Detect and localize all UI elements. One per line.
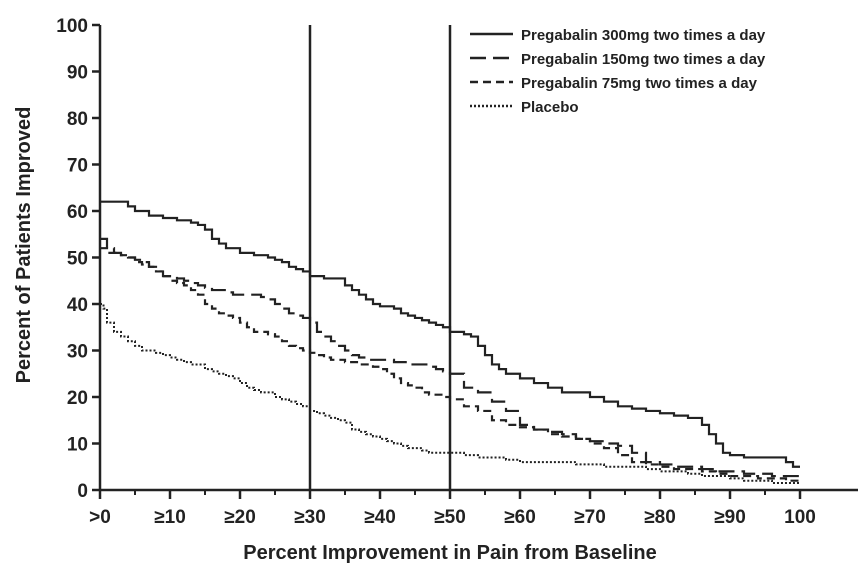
series-line-1 xyxy=(100,200,800,468)
x-tick-label: ≥70 xyxy=(574,507,606,528)
x-tick-label: ≥10 xyxy=(154,507,186,528)
y-axis-title: Percent of Patients Improved xyxy=(13,107,35,384)
reference-lines xyxy=(308,25,452,490)
x-tick-label: ≥90 xyxy=(714,507,746,528)
legend-label: Pregabalin 75mg two times a day xyxy=(521,75,758,92)
y-tick-label: 30 xyxy=(67,342,88,363)
x-tick-label: 100 xyxy=(784,507,816,528)
y-tick-label: 80 xyxy=(67,109,88,130)
legend-label: Pregabalin 300mg two times a day xyxy=(521,27,766,44)
x-axis-title: Percent Improvement in Pain from Baselin… xyxy=(243,542,656,564)
y-tick-label: 90 xyxy=(67,63,88,84)
legend-label: Pregabalin 150mg two times a day xyxy=(521,51,766,68)
y-tick-label: 40 xyxy=(67,295,88,316)
legend: Pregabalin 300mg two times a day Pregabal… xyxy=(470,27,766,116)
y-tick-label: 50 xyxy=(67,249,88,270)
series-line-3 xyxy=(100,247,800,482)
y-tick-label: 20 xyxy=(67,388,88,409)
series-line-2 xyxy=(100,237,802,479)
y-axis-ticks: 0 10 20 30 40 50 60 70 80 90 100 xyxy=(56,16,100,502)
x-axis-ticks: >0 ≥10 ≥20 ≥30 ≥40 ≥50 ≥60 ≥70 ≥80 ≥90 100 xyxy=(89,490,816,528)
legend-label: Placebo xyxy=(521,99,579,116)
y-tick-label: 0 xyxy=(77,481,88,502)
x-tick-label: ≥30 xyxy=(294,507,326,528)
series-line-4 xyxy=(100,303,800,485)
x-tick-label: >0 xyxy=(89,507,111,528)
x-tick-label: ≥20 xyxy=(224,507,256,528)
y-tick-label: 70 xyxy=(67,156,88,177)
y-tick-label: 100 xyxy=(56,16,88,37)
series-lines xyxy=(100,200,802,485)
y-tick-label: 60 xyxy=(67,202,88,223)
x-tick-label: ≥80 xyxy=(644,507,676,528)
x-tick-label: ≥50 xyxy=(434,507,466,528)
y-tick-label: 10 xyxy=(67,435,88,456)
x-tick-label: ≥40 xyxy=(364,507,396,528)
x-tick-label: ≥60 xyxy=(504,507,536,528)
